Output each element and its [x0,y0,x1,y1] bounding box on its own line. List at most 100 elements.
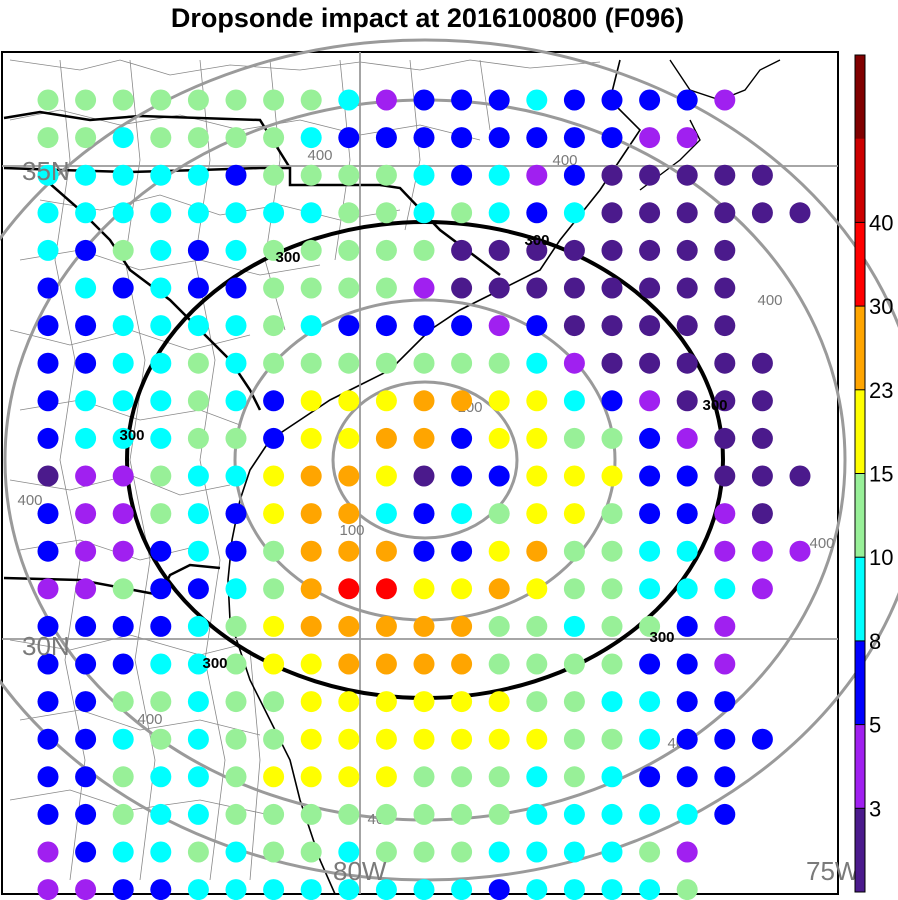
impact-dot [338,691,360,713]
impact-dot [112,766,134,788]
impact-dot [714,352,736,374]
impact-dot [75,615,97,637]
impact-dot [75,879,97,900]
impact-dot [789,465,811,487]
impact-dot [601,89,623,111]
impact-dot [263,277,285,299]
impact-dot [338,89,360,111]
impact-dot [37,127,59,149]
impact-dot [225,202,247,224]
impact-dot [676,89,698,111]
impact-dot [451,390,473,412]
impact-dot [263,766,285,788]
colorbar-tick-label: 23 [869,378,893,403]
impact-dot [338,728,360,750]
impact-dot [526,879,548,900]
impact-dot [526,841,548,863]
impact-dot [150,89,172,111]
impact-dot [676,653,698,675]
impact-dot [601,239,623,261]
impact-dot [526,202,548,224]
impact-dot [263,127,285,149]
impact-dot [714,239,736,261]
impact-dot [413,728,435,750]
impact-dot [639,164,661,186]
impact-dot [601,465,623,487]
impact-dot [187,766,209,788]
impact-dot [601,691,623,713]
impact-dot [789,540,811,562]
ring-label-300e: 300 [202,655,227,672]
impact-dot [563,766,585,788]
impact-dot [37,540,59,562]
impact-dot [187,390,209,412]
impact-dot [75,127,97,149]
ring-label-300d: 300 [649,629,674,646]
impact-dot [639,879,661,900]
impact-dot [601,352,623,374]
ring-label-300a: 300 [275,249,300,266]
impact-dot [751,202,773,224]
colorbar-segment [855,138,865,223]
impact-dot [639,803,661,825]
impact-dot [451,540,473,562]
impact-dot [225,841,247,863]
impact-dot [413,390,435,412]
impact-dot [338,164,360,186]
impact-dot [187,503,209,525]
impact-dot [451,803,473,825]
impact-dot [488,239,510,261]
impact-dot [413,164,435,186]
impact-dot [526,766,548,788]
colorbar-segment [855,55,865,140]
impact-dot [563,465,585,487]
impact-dot [639,239,661,261]
impact-dot [112,127,134,149]
impact-dot [413,653,435,675]
impact-dot [451,503,473,525]
impact-dot [488,766,510,788]
impact-dot [714,766,736,788]
impact-dot [150,239,172,261]
impact-dot [300,728,322,750]
impact-dot [488,540,510,562]
impact-dot [413,127,435,149]
impact-dot [714,803,736,825]
impact-dot [263,503,285,525]
impact-dot [225,465,247,487]
impact-dot [488,352,510,374]
impact-dot [112,202,134,224]
impact-dot [187,691,209,713]
colorbar-segment [855,557,865,642]
impact-dot [112,841,134,863]
impact-dot [225,277,247,299]
impact-dot [413,89,435,111]
impact-dot [263,390,285,412]
impact-dot [375,202,397,224]
impact-dot [112,465,134,487]
impact-dot [338,653,360,675]
impact-dot [563,653,585,675]
impact-dot [112,578,134,600]
impact-dot [300,879,322,900]
colorbar-segment [855,389,865,474]
impact-dot [751,390,773,412]
impact-dot [639,653,661,675]
impact-dot [676,277,698,299]
impact-dot [338,239,360,261]
impact-dot [75,803,97,825]
impact-dot [300,653,322,675]
impact-dot [263,879,285,900]
impact-dot [751,465,773,487]
impact-dot [37,879,59,900]
impact-dot [187,841,209,863]
impact-dot [488,803,510,825]
impact-dot [601,728,623,750]
impact-dot [601,202,623,224]
impact-dot [601,127,623,149]
impact-dot [488,427,510,449]
impact-dot [375,615,397,637]
impact-dot [676,465,698,487]
impact-dot [413,540,435,562]
impact-dot [112,89,134,111]
